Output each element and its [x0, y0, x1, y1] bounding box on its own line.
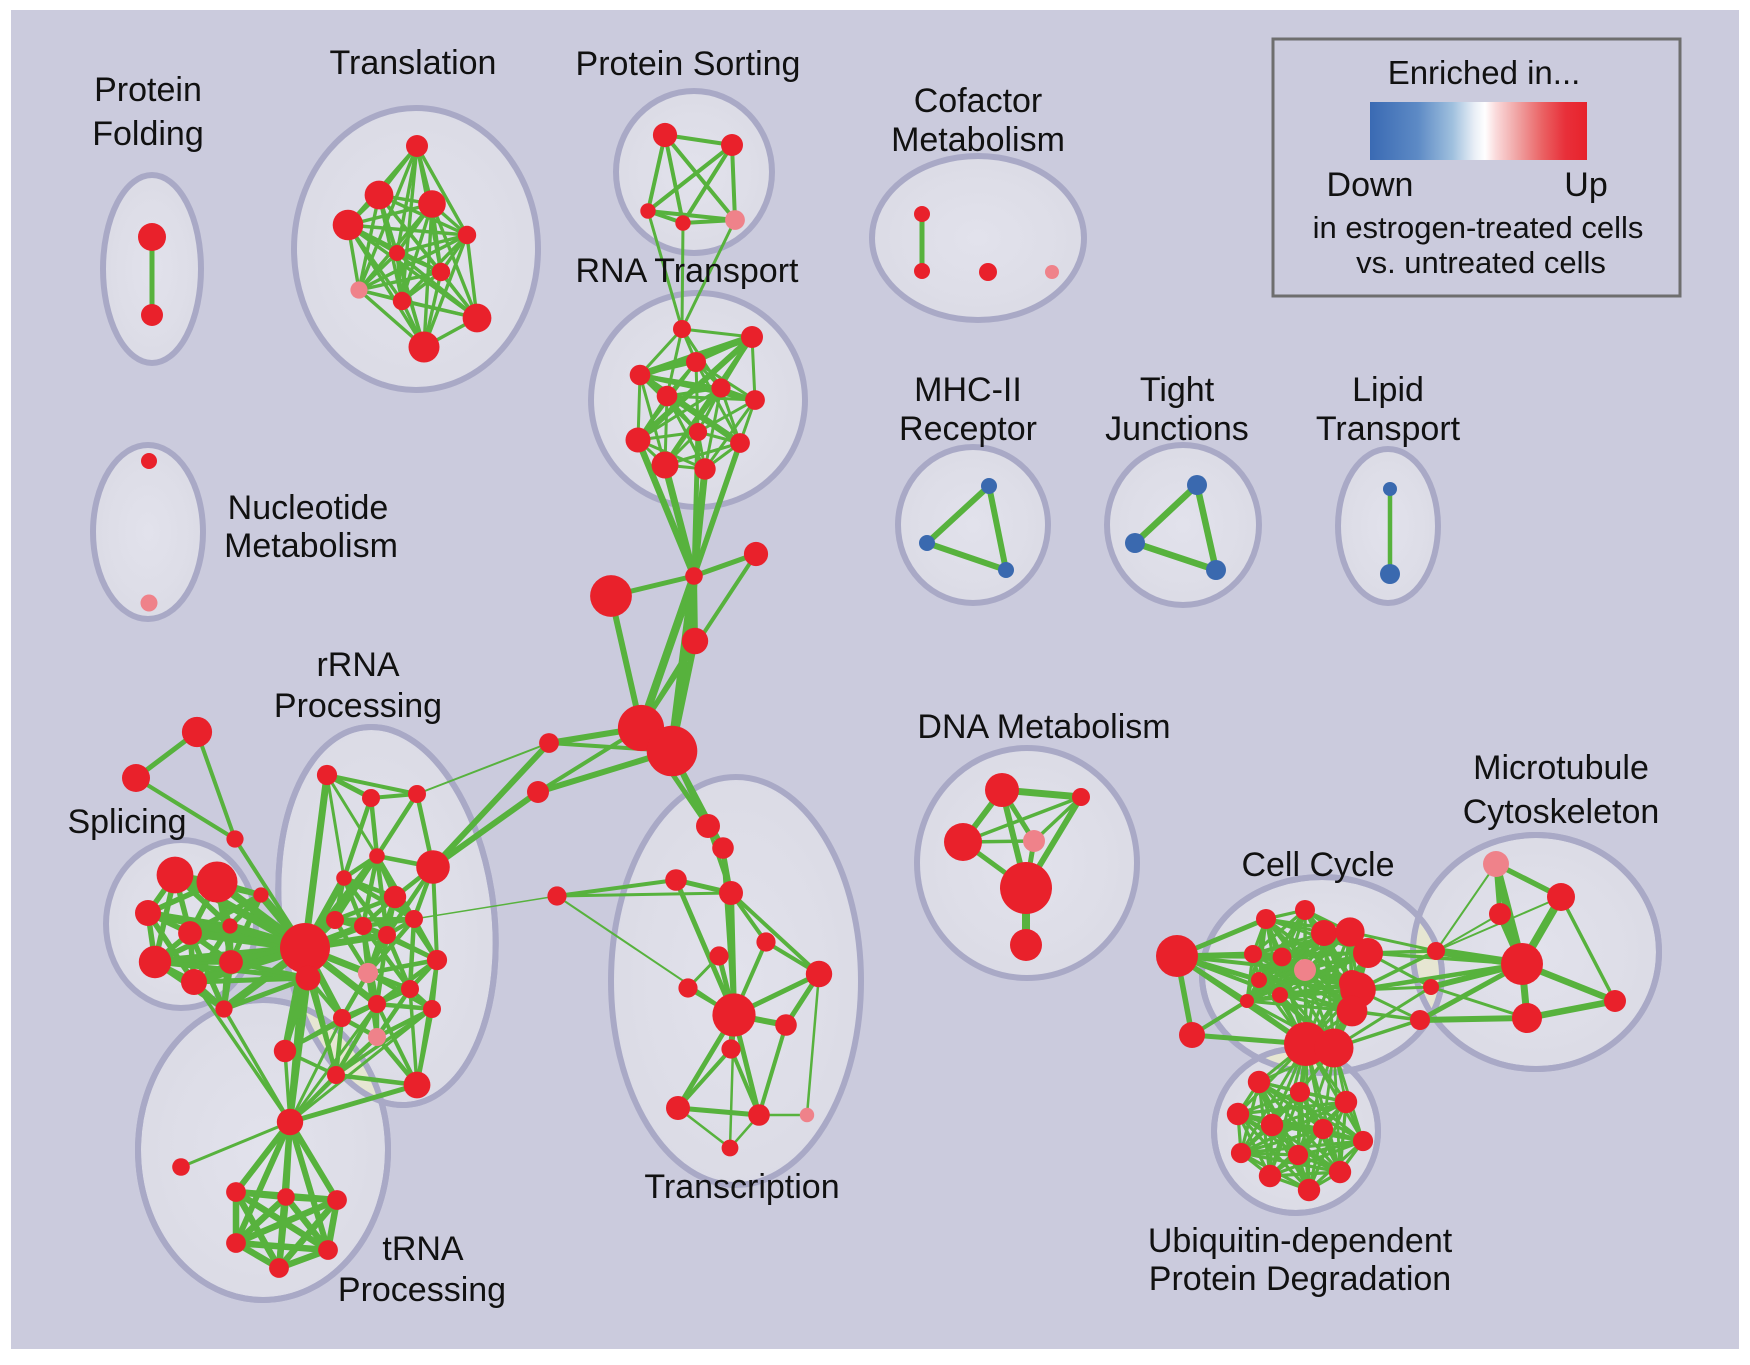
svg-text:in estrogen-treated cells: in estrogen-treated cells — [1313, 210, 1644, 245]
svg-text:Protein Sorting: Protein Sorting — [576, 45, 801, 83]
svg-text:Receptor: Receptor — [899, 410, 1037, 448]
svg-text:Ubiquitin-dependent: Ubiquitin-dependent — [1148, 1222, 1453, 1260]
svg-text:Down: Down — [1327, 166, 1414, 204]
svg-text:Protein Degradation: Protein Degradation — [1149, 1260, 1451, 1298]
svg-text:Cytoskeleton: Cytoskeleton — [1463, 793, 1660, 831]
svg-text:Tight: Tight — [1140, 371, 1215, 409]
svg-text:Processing: Processing — [338, 1271, 506, 1309]
svg-text:Microtubule: Microtubule — [1473, 749, 1649, 787]
svg-text:Enriched in...: Enriched in... — [1388, 54, 1581, 91]
svg-text:RNA Transport: RNA Transport — [576, 252, 800, 290]
svg-text:Folding: Folding — [92, 115, 204, 153]
svg-text:DNA Metabolism: DNA Metabolism — [917, 708, 1170, 746]
svg-text:Translation: Translation — [330, 44, 497, 82]
svg-text:Processing: Processing — [274, 687, 442, 725]
svg-text:Transcription: Transcription — [644, 1168, 839, 1206]
svg-text:Cell Cycle: Cell Cycle — [1241, 846, 1394, 884]
svg-text:Protein: Protein — [94, 71, 202, 109]
svg-text:Cofactor: Cofactor — [914, 82, 1043, 120]
svg-text:Lipid: Lipid — [1352, 371, 1424, 409]
svg-text:Transport: Transport — [1316, 410, 1461, 448]
svg-text:MHC-II: MHC-II — [914, 371, 1022, 409]
svg-text:tRNA: tRNA — [382, 1230, 464, 1268]
svg-text:Nucleotide: Nucleotide — [228, 489, 389, 527]
svg-text:rRNA: rRNA — [316, 646, 399, 684]
svg-text:vs. untreated cells: vs. untreated cells — [1356, 245, 1606, 280]
svg-text:Splicing: Splicing — [67, 803, 186, 841]
svg-text:Metabolism: Metabolism — [891, 121, 1065, 159]
svg-text:Up: Up — [1564, 166, 1607, 204]
svg-text:Junctions: Junctions — [1105, 410, 1249, 448]
svg-text:Metabolism: Metabolism — [224, 527, 398, 565]
